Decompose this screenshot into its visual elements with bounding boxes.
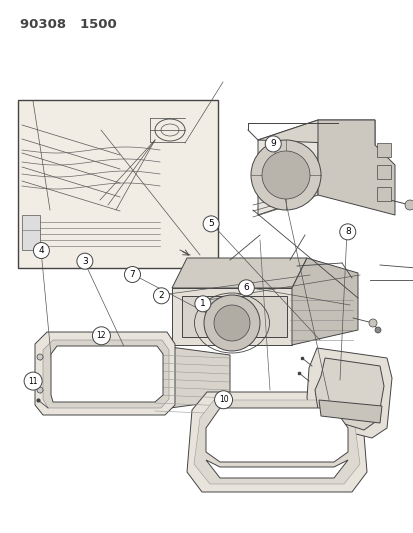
Circle shape bbox=[77, 253, 93, 269]
Circle shape bbox=[37, 354, 43, 360]
Circle shape bbox=[195, 296, 210, 312]
Text: 1: 1 bbox=[199, 300, 205, 308]
Polygon shape bbox=[206, 408, 347, 462]
Text: 8: 8 bbox=[344, 228, 350, 236]
Polygon shape bbox=[171, 258, 306, 288]
Text: 90308   1500: 90308 1500 bbox=[20, 18, 116, 31]
Polygon shape bbox=[306, 348, 391, 438]
Text: 10: 10 bbox=[218, 395, 228, 404]
Circle shape bbox=[261, 151, 309, 199]
Polygon shape bbox=[194, 400, 359, 484]
Polygon shape bbox=[171, 288, 291, 345]
Circle shape bbox=[37, 387, 43, 393]
Circle shape bbox=[203, 216, 218, 232]
Polygon shape bbox=[43, 340, 169, 408]
Polygon shape bbox=[154, 345, 230, 410]
FancyBboxPatch shape bbox=[376, 165, 390, 179]
Text: 3: 3 bbox=[82, 257, 88, 265]
Text: 7: 7 bbox=[129, 270, 135, 279]
Text: 11: 11 bbox=[28, 377, 38, 385]
Circle shape bbox=[214, 305, 249, 341]
Text: 2: 2 bbox=[158, 292, 164, 300]
Circle shape bbox=[250, 140, 320, 210]
FancyBboxPatch shape bbox=[376, 143, 390, 157]
FancyBboxPatch shape bbox=[18, 100, 218, 268]
Text: 9: 9 bbox=[270, 140, 275, 148]
Text: 5: 5 bbox=[208, 220, 214, 228]
Circle shape bbox=[204, 295, 259, 351]
Circle shape bbox=[92, 327, 110, 345]
Circle shape bbox=[33, 243, 49, 259]
Polygon shape bbox=[187, 392, 366, 492]
Polygon shape bbox=[51, 346, 163, 402]
Polygon shape bbox=[206, 460, 347, 478]
Circle shape bbox=[339, 224, 355, 240]
FancyBboxPatch shape bbox=[376, 187, 390, 201]
Circle shape bbox=[374, 327, 380, 333]
Polygon shape bbox=[22, 215, 40, 250]
Text: 4: 4 bbox=[38, 246, 44, 255]
Circle shape bbox=[124, 266, 140, 282]
Circle shape bbox=[238, 280, 254, 296]
Polygon shape bbox=[317, 120, 394, 215]
Text: 12: 12 bbox=[97, 332, 106, 340]
Polygon shape bbox=[314, 358, 383, 430]
Polygon shape bbox=[318, 400, 381, 423]
Polygon shape bbox=[257, 120, 374, 145]
Text: 6: 6 bbox=[243, 284, 249, 292]
Circle shape bbox=[24, 372, 42, 390]
Circle shape bbox=[153, 288, 169, 304]
Polygon shape bbox=[182, 296, 286, 337]
Circle shape bbox=[265, 136, 280, 152]
Circle shape bbox=[404, 200, 413, 210]
Polygon shape bbox=[291, 258, 357, 345]
Polygon shape bbox=[257, 120, 317, 215]
Circle shape bbox=[368, 319, 376, 327]
Polygon shape bbox=[35, 332, 175, 415]
Circle shape bbox=[214, 391, 232, 409]
